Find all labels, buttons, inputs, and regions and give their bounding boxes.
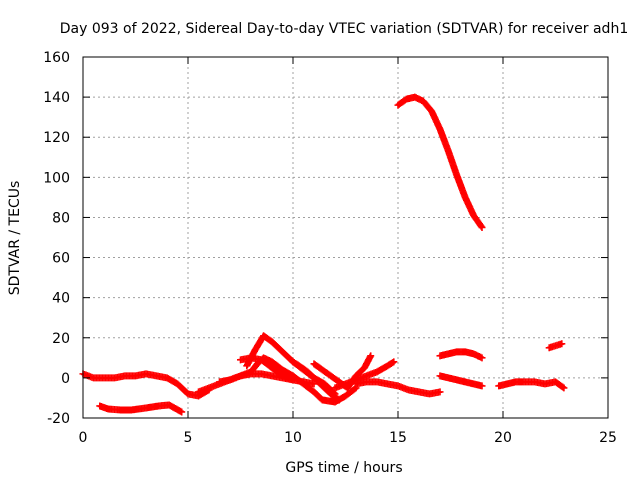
- data-point: [367, 352, 375, 360]
- y-tick-label: 140: [43, 90, 70, 106]
- data-series-arc-13-17: [352, 378, 444, 398]
- x-tick-label: 0: [79, 430, 88, 446]
- data-series-arc-10-12: [289, 358, 343, 404]
- data-point: [436, 388, 444, 396]
- data-point: [558, 340, 566, 348]
- data-series-arc-20-23: [495, 378, 568, 392]
- chart-title: Day 093 of 2022, Sidereal Day-to-day VTE…: [60, 21, 628, 37]
- y-tick-label: 160: [43, 50, 70, 66]
- data-series-arc-12-15: [331, 358, 398, 392]
- data-point: [478, 382, 486, 390]
- data-point: [178, 408, 186, 416]
- y-tick-label: 60: [52, 251, 70, 267]
- data-point: [559, 383, 567, 391]
- data-series-arc-low-left: [79, 370, 213, 400]
- x-tick-label: 15: [389, 430, 407, 446]
- x-tick-label: 20: [494, 430, 512, 446]
- data-point: [478, 354, 486, 362]
- y-tick-label: -20: [47, 411, 70, 427]
- data-series-arc-big-15-19: [394, 93, 486, 231]
- ticks: 0 5 10 15 20 25 -20 0 20 40 60 80 100 120 140 160: [43, 50, 617, 446]
- x-tick-label: 5: [184, 430, 193, 446]
- data-series-arc-22-23-high: [545, 340, 566, 352]
- data-point: [334, 395, 342, 403]
- data-point: [335, 396, 343, 404]
- data-series-arc-17-19-low: [436, 372, 486, 390]
- y-tick-label: 120: [43, 130, 70, 146]
- data-point: [478, 223, 486, 231]
- data-point: [351, 385, 359, 393]
- y-tick-label: 20: [52, 331, 70, 347]
- data-point: [289, 376, 297, 384]
- data-series-arc-low-7-10: [216, 370, 297, 386]
- x-axis-title: GPS time / hours: [285, 460, 402, 476]
- x-tick-label: 25: [599, 430, 617, 446]
- y-tick-label: 40: [52, 291, 70, 307]
- data-series-arc-17-19-high: [436, 348, 486, 362]
- data-point: [477, 222, 485, 230]
- y-tick-label: 80: [52, 210, 70, 226]
- y-tick-label: 100: [43, 170, 70, 186]
- data-series-arc-neg-bottom: [96, 401, 186, 416]
- grid: [83, 57, 608, 418]
- data-point: [390, 358, 398, 366]
- x-tick-label: 10: [284, 430, 302, 446]
- data-points: [79, 93, 568, 416]
- plot-frame: [82, 56, 609, 419]
- y-tick-label: 0: [61, 371, 70, 387]
- data-point: [389, 359, 397, 367]
- y-axis-title: SDTVAR / TECUs: [7, 181, 23, 296]
- data-point: [560, 384, 568, 392]
